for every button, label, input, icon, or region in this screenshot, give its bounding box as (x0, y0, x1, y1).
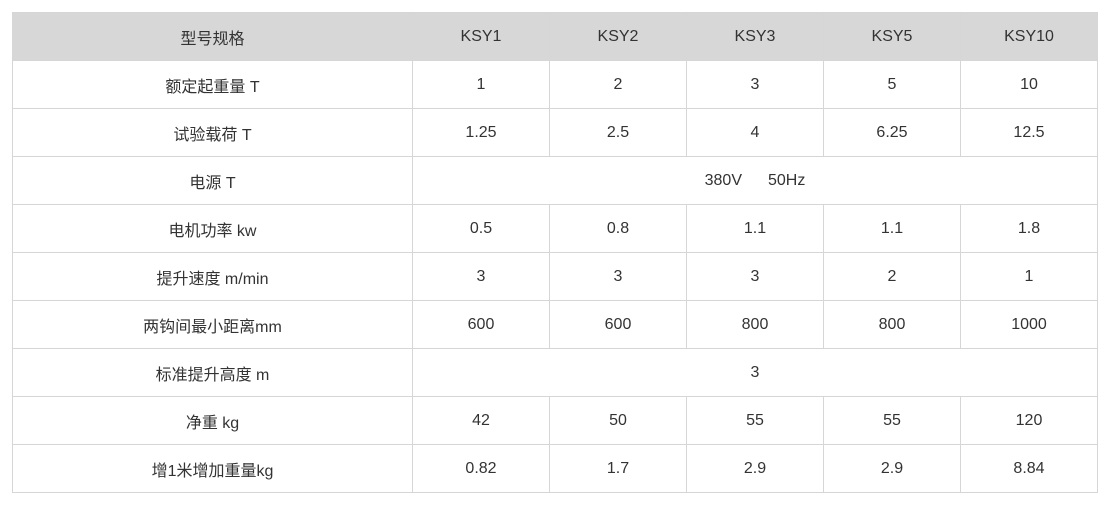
row-label: 增1米增加重量kg (13, 445, 413, 493)
cell: 1 (413, 61, 550, 109)
row-label: 净重 kg (13, 397, 413, 445)
cell: 1.25 (413, 109, 550, 157)
cell: 8.84 (961, 445, 1098, 493)
merged-value-b: 50Hz (768, 172, 805, 189)
header-label: 型号规格 (13, 13, 413, 61)
row-label: 两钩间最小距离mm (13, 301, 413, 349)
cell: 5 (824, 61, 961, 109)
cell: 4 (687, 109, 824, 157)
row-label: 电机功率 kw (13, 205, 413, 253)
table-row: 额定起重量 T 1 2 3 5 10 (13, 61, 1098, 109)
spec-table: 型号规格 KSY1 KSY2 KSY3 KSY5 KSY10 额定起重量 T 1… (12, 12, 1098, 493)
cell: 2 (824, 253, 961, 301)
table-row: 两钩间最小距离mm 600 600 800 800 1000 (13, 301, 1098, 349)
cell: 0.5 (413, 205, 550, 253)
cell: 0.82 (413, 445, 550, 493)
cell: 600 (550, 301, 687, 349)
row-label: 额定起重量 T (13, 61, 413, 109)
cell: 55 (687, 397, 824, 445)
table-row: 净重 kg 42 50 55 55 120 (13, 397, 1098, 445)
merged-cell: 3 (413, 349, 1098, 397)
cell: 800 (687, 301, 824, 349)
merged-value-a: 380V (705, 172, 742, 189)
cell: 42 (413, 397, 550, 445)
cell: 50 (550, 397, 687, 445)
header-model: KSY1 (413, 13, 550, 61)
table-body: 额定起重量 T 1 2 3 5 10 试验载荷 T 1.25 2.5 4 6.2… (13, 61, 1098, 493)
cell: 2.5 (550, 109, 687, 157)
header-model: KSY5 (824, 13, 961, 61)
table-row: 试验载荷 T 1.25 2.5 4 6.25 12.5 (13, 109, 1098, 157)
cell: 1.1 (824, 205, 961, 253)
table-row: 电源 T 380V 50Hz (13, 157, 1098, 205)
cell: 1.1 (687, 205, 824, 253)
cell: 1.8 (961, 205, 1098, 253)
row-label: 标准提升高度 m (13, 349, 413, 397)
cell: 10 (961, 61, 1098, 109)
table-row: 标准提升高度 m 3 (13, 349, 1098, 397)
table-row: 电机功率 kw 0.5 0.8 1.1 1.1 1.8 (13, 205, 1098, 253)
row-label: 电源 T (13, 157, 413, 205)
merged-cell: 380V 50Hz (413, 157, 1098, 205)
row-label: 提升速度 m/min (13, 253, 413, 301)
cell: 3 (550, 253, 687, 301)
cell: 6.25 (824, 109, 961, 157)
cell: 120 (961, 397, 1098, 445)
cell: 1.7 (550, 445, 687, 493)
table-row: 提升速度 m/min 3 3 3 2 1 (13, 253, 1098, 301)
cell: 1 (961, 253, 1098, 301)
cell: 12.5 (961, 109, 1098, 157)
cell: 3 (687, 253, 824, 301)
table-header-row: 型号规格 KSY1 KSY2 KSY3 KSY5 KSY10 (13, 13, 1098, 61)
row-label: 试验载荷 T (13, 109, 413, 157)
header-model: KSY3 (687, 13, 824, 61)
cell: 1000 (961, 301, 1098, 349)
header-model: KSY10 (961, 13, 1098, 61)
cell: 2 (550, 61, 687, 109)
cell: 800 (824, 301, 961, 349)
cell: 2.9 (824, 445, 961, 493)
header-model: KSY2 (550, 13, 687, 61)
cell: 3 (687, 61, 824, 109)
cell: 600 (413, 301, 550, 349)
cell: 2.9 (687, 445, 824, 493)
cell: 55 (824, 397, 961, 445)
table-row: 增1米增加重量kg 0.82 1.7 2.9 2.9 8.84 (13, 445, 1098, 493)
cell: 0.8 (550, 205, 687, 253)
cell: 3 (413, 253, 550, 301)
